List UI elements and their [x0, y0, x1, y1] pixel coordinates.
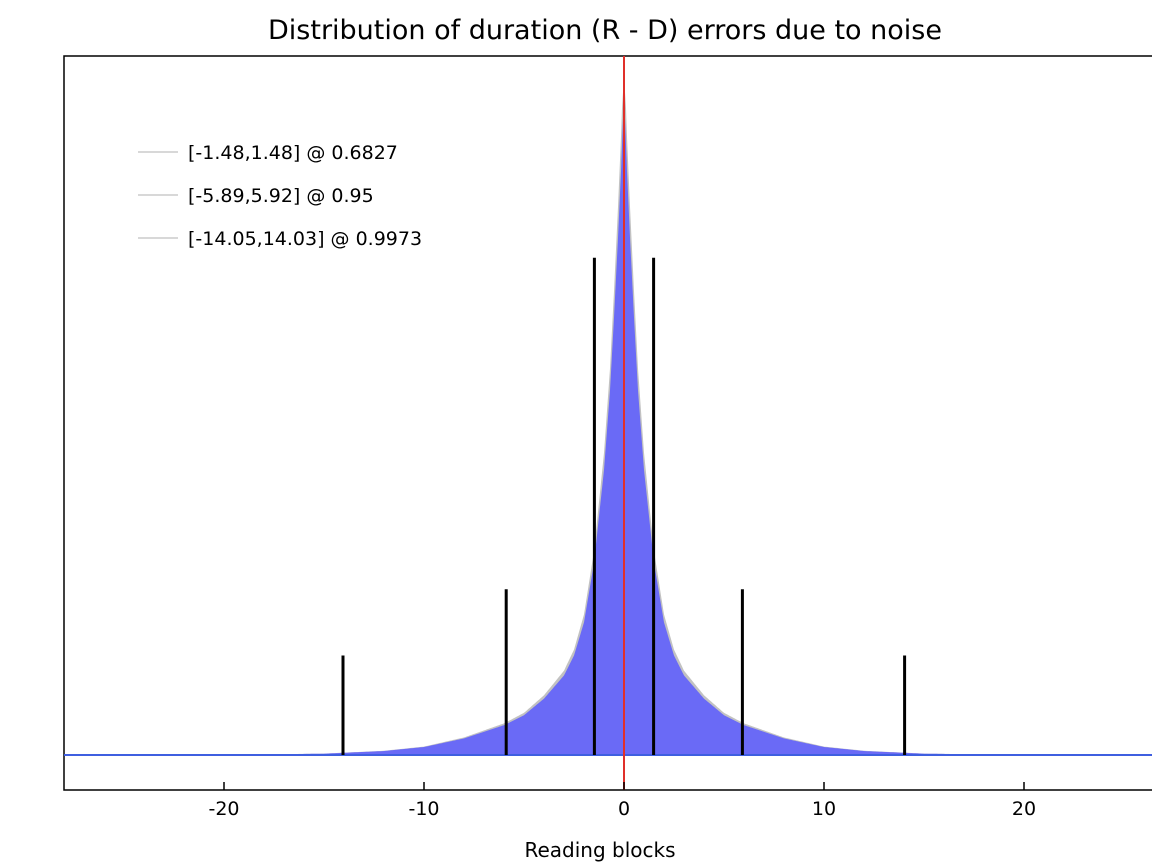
x-axis-label: Reading blocks [524, 838, 675, 862]
legend-label: [-5.89,5.92] @ 0.95 [188, 185, 374, 207]
legend: [-1.48,1.48] @ 0.6827 [-5.89,5.92] @ 0.95… [138, 142, 422, 250]
x-tick-label: 10 [812, 798, 836, 820]
x-tick-label: 0 [618, 798, 630, 820]
x-tick-label: 20 [1012, 798, 1036, 820]
legend-label: [-14.05,14.03] @ 0.9973 [188, 228, 422, 250]
x-tick-label: -10 [408, 798, 439, 820]
plot-frame [63, 55, 1152, 791]
legend-label: [-1.48,1.48] @ 0.6827 [188, 142, 398, 164]
chart-title: Distribution of duration (R - D) errors … [268, 15, 942, 46]
x-tick-label: -20 [208, 798, 239, 820]
interval-markers [341, 257, 907, 755]
density-area [64, 92, 1152, 755]
x-axis-ticks: -20 -10 0 10 20 [208, 782, 1036, 820]
plot-area [64, 56, 1152, 790]
